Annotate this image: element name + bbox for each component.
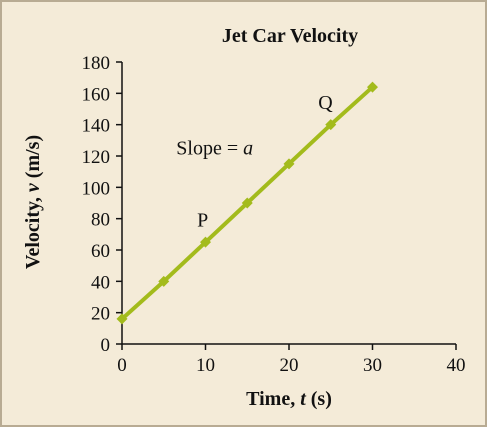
y-tick-label: 120 [82, 147, 111, 168]
y-tick-label: 180 [82, 53, 111, 74]
y-tick-label: 80 [91, 210, 110, 231]
y-axis-label: Velocity, v (m/s) [22, 135, 44, 269]
y-tick-label: 100 [82, 178, 111, 199]
y-tick-label: 40 [91, 272, 110, 293]
y-tick-label: 20 [91, 304, 110, 325]
x-axis-label: Time, t (s) [246, 388, 332, 410]
y-tick-label: 0 [101, 335, 111, 356]
annotation-label: Q [318, 92, 333, 114]
annotation-label: P [197, 210, 208, 232]
y-tick-label: 140 [82, 116, 111, 137]
x-tick-label: 20 [280, 355, 299, 376]
x-axis-ticks: 0 10 20 30 40 [117, 344, 466, 376]
y-tick-label: 160 [82, 84, 111, 105]
data-point-marker [283, 158, 295, 170]
plot-area [116, 81, 378, 325]
annotation-label: Slope = a [176, 137, 253, 159]
data-point-marker [241, 197, 253, 209]
data-point-marker [200, 236, 211, 248]
axes [121, 62, 456, 345]
data-point-marker [158, 275, 170, 287]
x-tick-label: 10 [196, 355, 215, 376]
chart-title: Jet Car Velocity [222, 25, 358, 47]
x-tick-label: 30 [363, 355, 382, 376]
y-tick-label: 60 [91, 241, 110, 262]
data-point-marker [367, 81, 378, 93]
x-tick-label: 0 [117, 355, 127, 376]
annotations: P Q Slope = a [176, 92, 333, 232]
data-point-marker [116, 313, 128, 325]
x-tick-label: 40 [447, 355, 466, 376]
data-point-marker [325, 119, 337, 131]
y-axis-ticks: 0 20 40 60 80 100 120 140 160 180 [82, 53, 122, 356]
